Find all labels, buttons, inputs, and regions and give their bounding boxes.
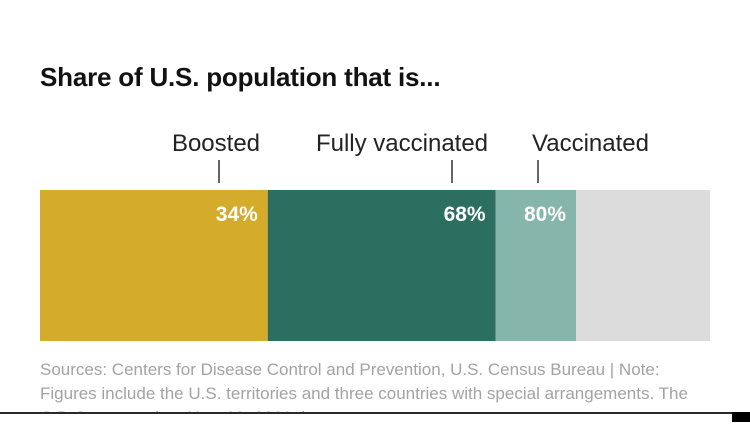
bar-segment-vaccinated	[495, 190, 576, 341]
category-label-vaccinated: Vaccinated	[532, 130, 649, 157]
bar-segment-boosted	[40, 190, 268, 341]
category-label-fully-vaccinated: Fully vaccinated	[316, 130, 488, 157]
bottom-border	[0, 412, 750, 424]
chart-title: Share of U.S. population that is...	[40, 62, 441, 92]
value-label-vaccinated: 80%	[524, 203, 566, 226]
vaccination-bar-chart: 34% Boosted 68% Fully vaccinated 80% Vaccinat…	[40, 130, 710, 341]
source-note: Sources: Centers for Disease Control and…	[40, 360, 688, 414]
category-label-boosted: Boosted	[172, 130, 260, 157]
value-label-fully-vaccinated: 68%	[444, 203, 486, 226]
value-label-boosted: 34%	[216, 203, 258, 226]
bar-segment-fully-vaccinated	[267, 190, 496, 341]
